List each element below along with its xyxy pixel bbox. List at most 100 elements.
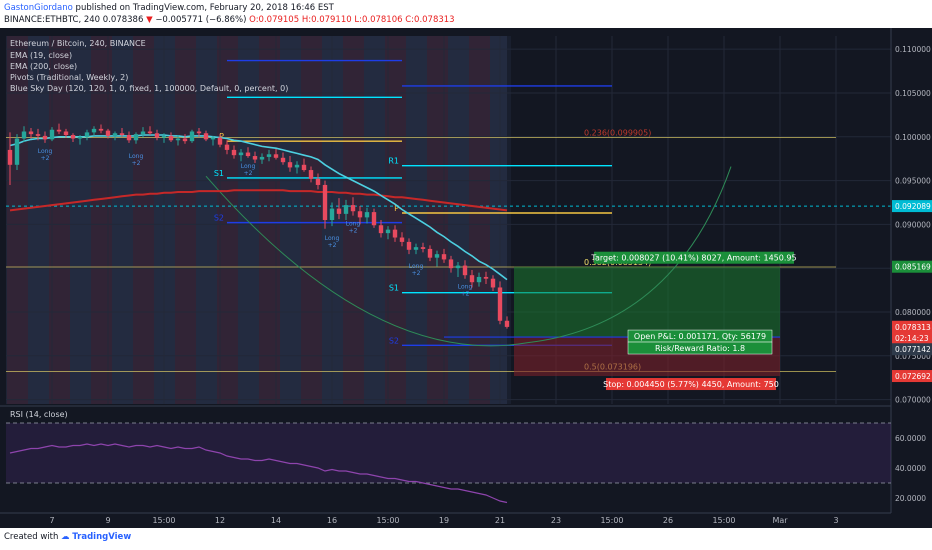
candle-body — [210, 137, 216, 140]
change-value: −0.005771 (−6.86%) — [155, 15, 247, 25]
price-flag-label: 02:14:23 — [895, 334, 929, 343]
candle-body — [105, 130, 111, 136]
session-stripe — [427, 36, 448, 404]
price-flag-bg — [892, 343, 932, 356]
candle-body — [469, 275, 475, 283]
publisher-user[interactable]: GastonGiordano — [4, 3, 73, 13]
candle-body — [126, 135, 132, 141]
target-label: Target: 0.008027 (10.41%) 8027, Amount: … — [590, 254, 796, 263]
signal-label: +2 — [412, 270, 421, 277]
price-flag-label: 0.077142 — [895, 345, 931, 354]
price-flag-bg — [892, 200, 932, 213]
time-tick-label: 12 — [215, 516, 225, 525]
candle-body — [161, 135, 167, 138]
candle-body — [7, 149, 13, 165]
candle-body — [112, 133, 118, 136]
candle-body — [301, 164, 307, 171]
candle-body — [357, 211, 363, 218]
legend-item: EMA (19, close) — [10, 51, 72, 60]
candle-body — [21, 131, 27, 139]
candle-body — [371, 212, 377, 226]
candle-body — [490, 278, 496, 288]
time-tick-label: 15:00 — [600, 516, 623, 525]
price-tick-label: 0.070000 — [895, 396, 931, 405]
pivot-label: S2 — [389, 336, 399, 345]
publisher-line: GastonGiordano published on TradingView.… — [4, 3, 334, 13]
candle-body — [406, 241, 412, 250]
candle-body — [119, 133, 125, 136]
candle-body — [217, 137, 223, 145]
candle-body — [56, 129, 62, 132]
candle-body — [420, 247, 426, 249]
candle-body — [462, 265, 468, 276]
candle-body — [224, 144, 230, 150]
signal-label: +2 — [244, 170, 253, 177]
candle-body — [91, 128, 97, 133]
risk-reward-label-bg — [627, 341, 773, 355]
candle-body — [133, 134, 139, 141]
signal-label: +2 — [41, 155, 50, 162]
price-flag-bg — [892, 370, 932, 383]
session-stripe — [448, 36, 469, 404]
time-tick-label: 15:00 — [152, 516, 175, 525]
time-tick-label: 7 — [49, 516, 54, 525]
time-tick-label: 21 — [495, 516, 505, 525]
price-flag-label: 0.085169 — [895, 263, 931, 272]
footer-prefix: Created with — [4, 532, 59, 542]
candle-body — [252, 156, 258, 160]
signal-label: Long — [241, 163, 256, 170]
low-value: L:0.078106 — [354, 15, 403, 25]
candle-body — [392, 229, 398, 238]
pivot-label: S1 — [214, 169, 224, 178]
candle-body — [266, 154, 272, 157]
time-tick-label: 23 — [551, 516, 561, 525]
signal-label: Long — [325, 235, 340, 242]
time-tick-label: 9 — [105, 516, 110, 525]
candle-body — [63, 131, 69, 136]
time-tick-label: 16 — [327, 516, 337, 525]
candle-body — [182, 138, 188, 142]
chart-area[interactable]: 0.236(0.099905)0.382(0.085134)0.5(0.0731… — [0, 28, 932, 528]
signal-label: +2 — [461, 291, 470, 298]
time-tick-label: 19 — [439, 516, 449, 525]
price-flag-bg — [892, 260, 932, 273]
candle-body — [231, 149, 237, 156]
open-value: O:0.079105 — [249, 15, 300, 25]
candle-body — [70, 135, 76, 139]
pivot-label: R1 — [388, 157, 399, 166]
candle-body — [399, 237, 405, 242]
price-tick-label: 0.090000 — [895, 220, 931, 229]
risk-reward-label: Risk/Reward Ratio: 1.8 — [655, 344, 745, 353]
change-arrow: ▼ — [146, 15, 153, 25]
signal-label: +2 — [349, 228, 358, 235]
rsi-tick-label: 20.0000 — [895, 494, 926, 503]
candle-body — [434, 254, 440, 258]
target-zone — [514, 266, 780, 338]
candle-body — [154, 133, 160, 138]
candle-body — [273, 154, 279, 158]
signal-label: Long — [458, 284, 473, 291]
candle-body — [98, 128, 104, 131]
session-stripe — [469, 36, 490, 404]
time-tick-label: Mar — [772, 516, 788, 525]
price-tick-label: 0.075000 — [895, 352, 931, 361]
candle-body — [238, 152, 244, 156]
candle-body — [329, 208, 335, 220]
candle-body — [315, 178, 321, 185]
chart-svg[interactable]: 0.236(0.099905)0.382(0.085134)0.5(0.0731… — [0, 28, 932, 528]
price-flag-bg — [892, 331, 932, 344]
candle-body — [147, 131, 153, 134]
legend-item: Blue Sky Day (120, 120, 1, 0, fixed, 1, … — [10, 84, 288, 93]
legend-item: EMA (200, close) — [10, 62, 77, 71]
legend-item: Pivots (Traditional, Weekly, 2) — [10, 73, 128, 82]
candle-body — [203, 133, 209, 140]
price-tick-label: 0.110000 — [895, 45, 931, 54]
signal-label: Long — [346, 221, 361, 228]
rsi-line — [9, 443, 508, 504]
fib-level-label: 0.236(0.099905) — [584, 129, 651, 138]
candle-body — [245, 152, 251, 157]
footer-brand[interactable]: TradingView — [72, 532, 132, 542]
ema-19-line — [9, 134, 508, 281]
candle-body — [378, 225, 384, 234]
candle-body — [287, 162, 293, 168]
